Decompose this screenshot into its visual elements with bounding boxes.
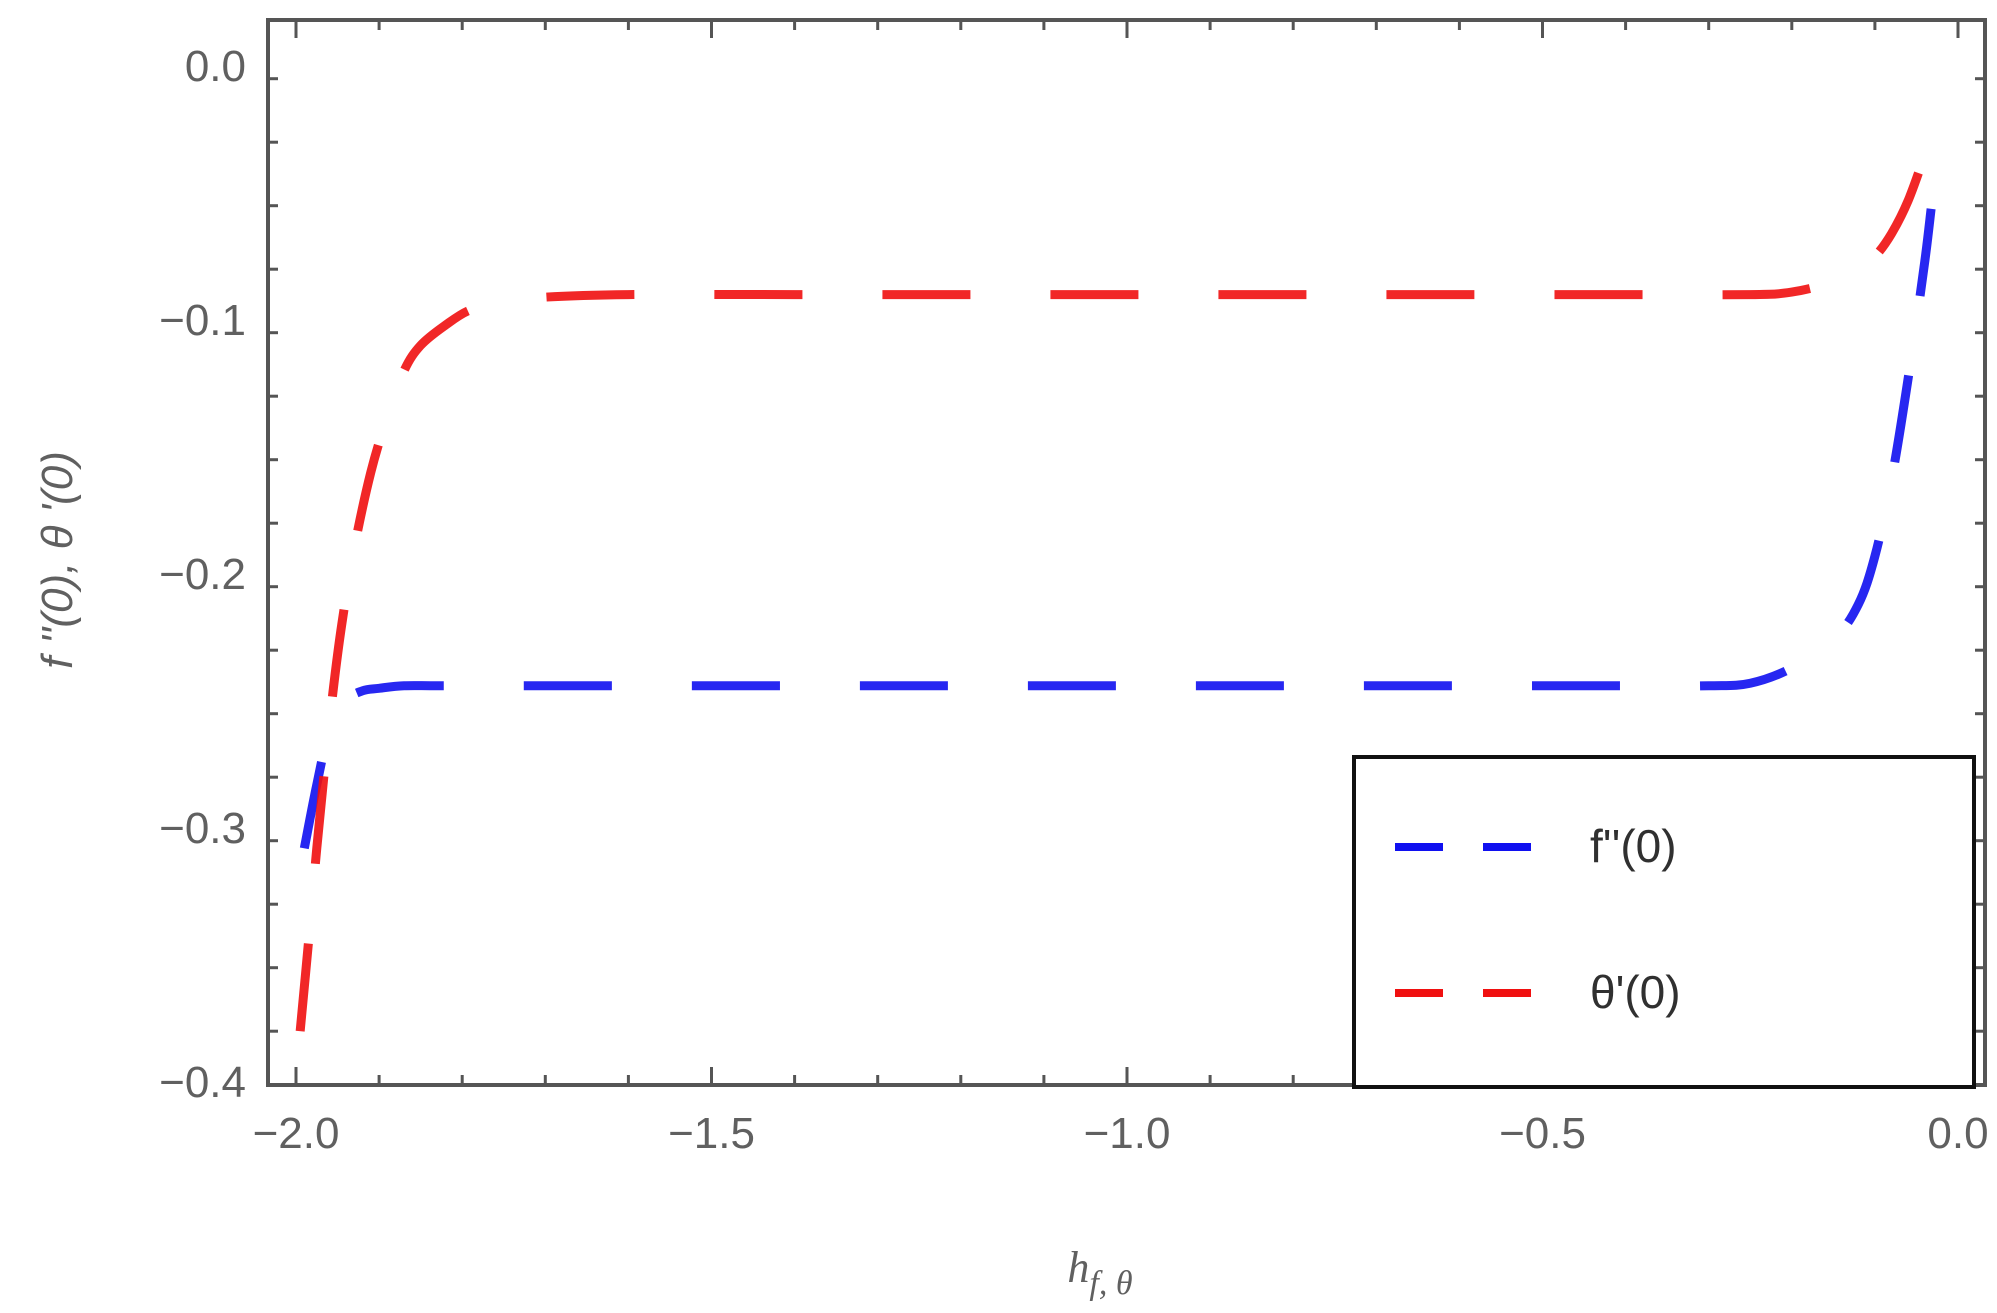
legend: f''(0) θ'(0): [1352, 755, 1976, 1089]
x-tick-label: −2.0: [253, 1109, 340, 1158]
y-tick-label: 0.0: [185, 42, 246, 91]
x-tick-label: 0.0: [1927, 1109, 1988, 1158]
y-tick-label: −0.2: [159, 550, 246, 599]
series-line-f-double-prime: [299, 136, 1946, 850]
x-axis-title: hf, θ: [1067, 1243, 1132, 1302]
series-line-theta-prime: [295, 102, 1946, 1032]
series-layer: [295, 102, 1946, 1032]
y-axis-title: f ''(0), θ '(0): [33, 451, 82, 669]
legend-box: [1352, 755, 1976, 1089]
x-axis-title-main: h: [1067, 1243, 1089, 1292]
legend-label-theta: θ'(0): [1590, 966, 1681, 1018]
plot-frame: [266, 18, 1987, 1087]
y-tick-label: −0.4: [159, 1058, 246, 1107]
y-tick-label: −0.1: [159, 296, 246, 345]
x-tick-label: −1.0: [1084, 1109, 1171, 1158]
tick-labels: −2.0 −1.5 −1.0 −0.5 0.0 0.0 −0.1 −0.2 −0.3 −0.4: [159, 42, 1988, 1158]
x-axis-title-sub: f, θ: [1089, 1265, 1132, 1302]
x-tick-label: −1.5: [668, 1109, 755, 1158]
x-tick-label: −0.5: [1499, 1109, 1586, 1158]
y-tick-label: −0.3: [159, 804, 246, 853]
legend-label-f: f''(0): [1590, 820, 1677, 872]
